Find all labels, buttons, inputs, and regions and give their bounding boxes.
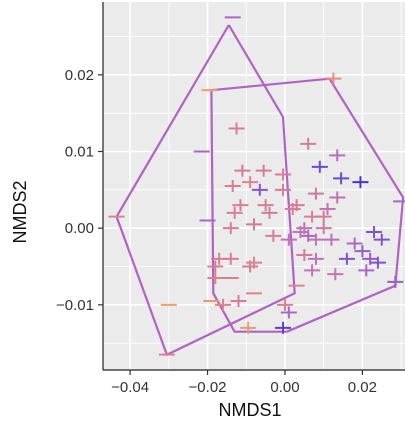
data-point	[325, 72, 342, 85]
data-point	[307, 252, 324, 265]
data-point	[275, 168, 292, 181]
data-point	[240, 321, 257, 334]
data-point	[280, 233, 297, 246]
data-point	[292, 226, 309, 238]
data-point	[307, 233, 324, 246]
data-point	[315, 210, 332, 223]
data-point	[275, 321, 292, 334]
data-point	[246, 256, 262, 269]
x-tick-label: −0.02	[189, 379, 227, 396]
data-point	[222, 222, 239, 235]
data-point	[300, 137, 317, 150]
data-point	[246, 218, 262, 231]
data-point	[257, 199, 274, 212]
data-point	[333, 172, 350, 185]
data-point	[284, 203, 301, 215]
data-point	[329, 191, 346, 204]
y-tick-label: 0.00	[65, 220, 94, 237]
data-point	[228, 122, 245, 135]
data-point	[207, 260, 224, 273]
data-point	[251, 183, 268, 196]
data-point	[255, 164, 272, 177]
data-point	[354, 245, 371, 258]
data-point	[323, 233, 340, 246]
y-tick-label: −0.01	[56, 297, 94, 314]
data-point	[369, 256, 386, 269]
data-point	[234, 164, 251, 177]
data-point	[276, 298, 293, 311]
data-point	[222, 252, 239, 265]
data-point	[215, 298, 232, 311]
data-point	[327, 268, 344, 281]
hull-2	[210, 77, 405, 333]
points	[108, 16, 405, 356]
data-point	[352, 176, 369, 189]
data-point	[311, 160, 328, 173]
x-tick-label: −0.04	[111, 379, 149, 396]
data-point	[307, 187, 324, 200]
data-point	[261, 206, 278, 219]
data-point	[207, 272, 224, 284]
panel-background	[103, 2, 405, 370]
data-point	[226, 206, 243, 219]
data-point	[346, 237, 363, 250]
x-axis-title: NMDS1	[218, 400, 281, 420]
data-point	[224, 180, 241, 192]
data-point	[338, 252, 355, 265]
data-point	[366, 226, 383, 238]
plot-panel	[103, 2, 405, 370]
data-point	[296, 249, 313, 261]
y-axis-title: NMDS2	[10, 180, 30, 243]
data-point	[230, 295, 247, 307]
y-tick-label: 0.01	[65, 144, 94, 161]
x-tick-label: 0.00	[270, 379, 299, 396]
data-point	[315, 222, 332, 235]
data-point	[242, 176, 259, 189]
y-tick-label: 0.02	[65, 67, 94, 84]
data-point	[275, 183, 292, 196]
data-point	[304, 264, 321, 277]
data-point	[373, 233, 390, 246]
hulls	[115, 24, 405, 356]
data-point	[265, 229, 282, 242]
axes: −0.04 −0.02 0.00 0.02 −0.01 0.00 0.01 0.02	[56, 2, 405, 396]
data-point	[280, 306, 297, 319]
data-point	[358, 264, 375, 277]
data-point	[232, 199, 249, 212]
x-tick-label: 0.02	[348, 379, 377, 396]
data-point	[319, 203, 336, 215]
data-point	[387, 275, 404, 288]
data-point	[329, 149, 346, 162]
